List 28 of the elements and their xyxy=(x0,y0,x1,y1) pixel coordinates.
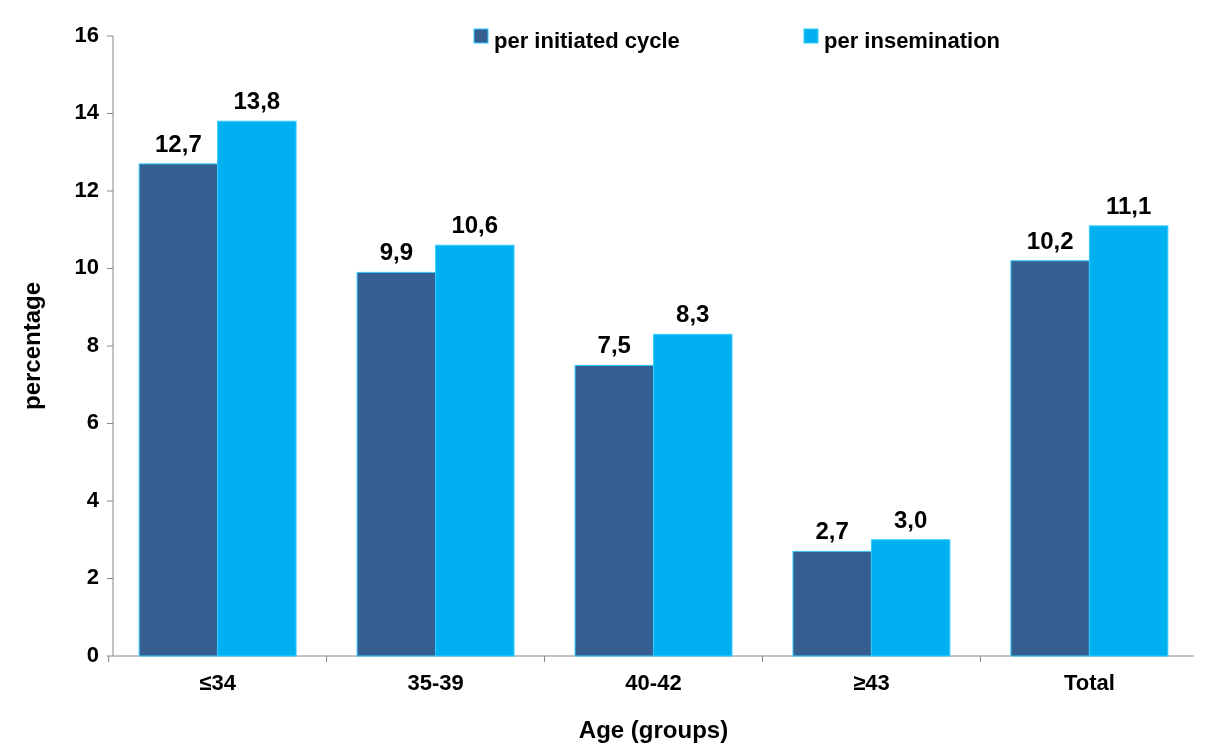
x-axis-title: Age (groups) xyxy=(578,716,729,743)
x-tick-label: 35-39 xyxy=(407,670,464,695)
y-tick-label: 0 xyxy=(86,641,99,667)
legend-label: per initiated cycle xyxy=(494,27,680,53)
x-tick-label: ≤34 xyxy=(199,670,237,695)
y-tick-label: 12 xyxy=(74,176,99,202)
x-tick-label: 40-42 xyxy=(625,670,682,695)
y-tick-label: 16 xyxy=(74,21,99,47)
y-tick-label: 6 xyxy=(86,409,99,435)
legend-label: per insemination xyxy=(824,27,1001,53)
y-tick-label: 2 xyxy=(86,564,99,590)
data-label: 3,0 xyxy=(893,505,928,533)
data-label: 13,8 xyxy=(233,87,281,115)
data-label: 2,7 xyxy=(815,517,849,545)
y-tick-label: 10 xyxy=(74,254,99,280)
y-tick-label: 14 xyxy=(74,99,100,125)
y-axis-title: percentage xyxy=(18,281,45,411)
x-tick-label: ≥43 xyxy=(853,670,890,695)
y-tick-label: 8 xyxy=(86,331,99,357)
data-label: 7,5 xyxy=(597,331,631,359)
data-label: 8,3 xyxy=(676,300,710,328)
data-label: 10,6 xyxy=(451,211,499,239)
x-tick-label: Total xyxy=(1063,670,1115,695)
data-label: 10,2 xyxy=(1026,226,1074,254)
data-label: 11,1 xyxy=(1105,191,1152,219)
y-tick-label: 4 xyxy=(86,486,100,512)
data-label: 9,9 xyxy=(379,238,414,266)
data-label: 12,7 xyxy=(155,129,202,157)
